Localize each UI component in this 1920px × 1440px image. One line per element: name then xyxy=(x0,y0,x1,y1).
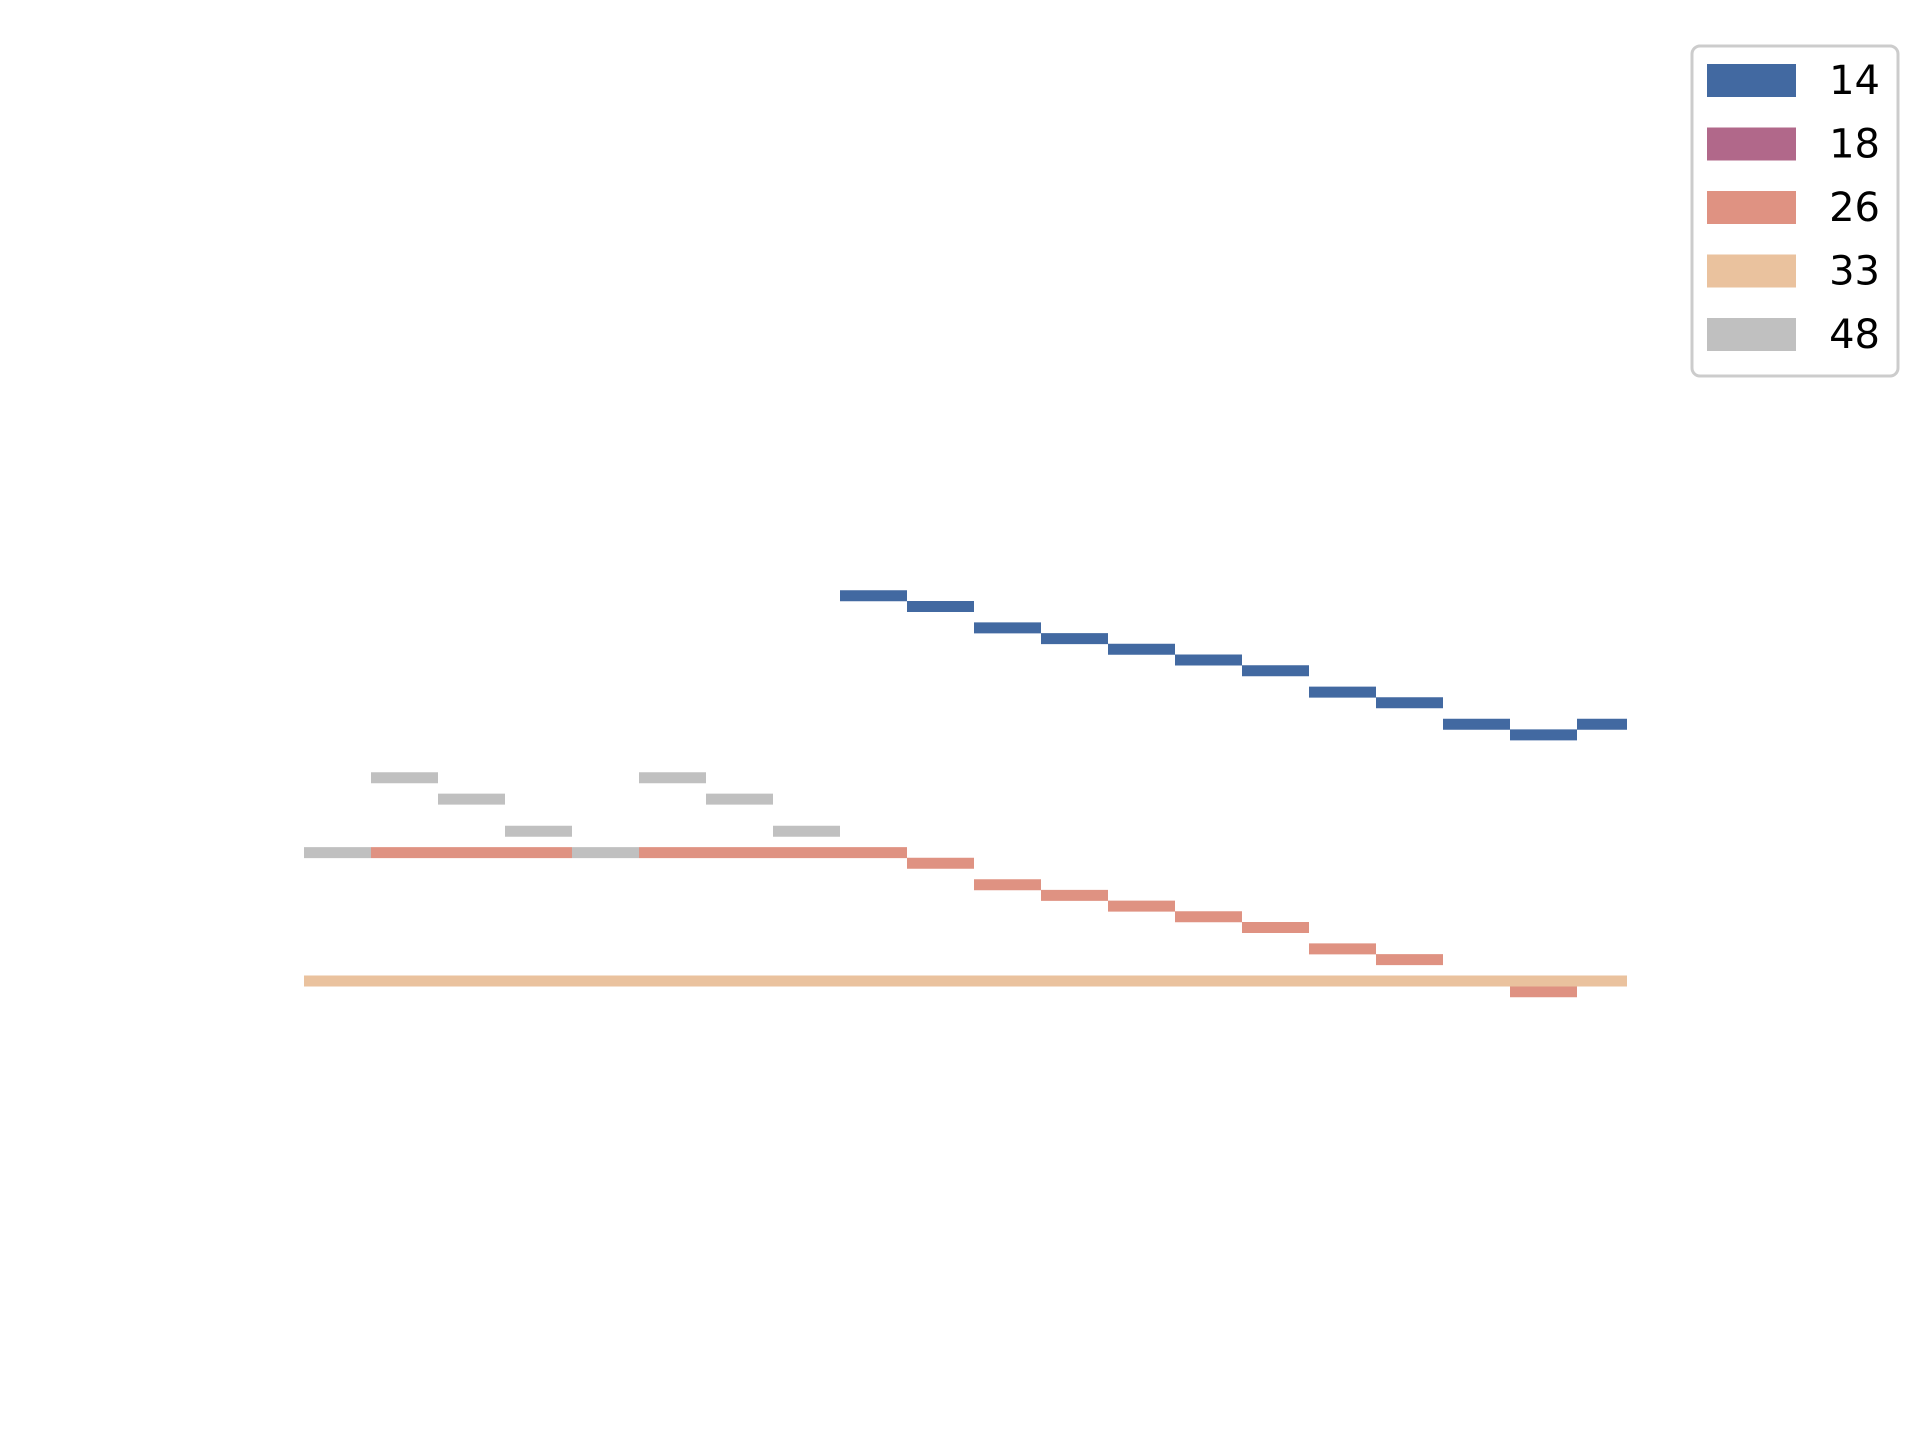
plot-area xyxy=(304,590,1627,998)
legend-label-48: 48 xyxy=(1829,312,1880,358)
legend-swatch-26 xyxy=(1707,191,1796,224)
legend-label-33: 33 xyxy=(1829,249,1880,295)
series-26 xyxy=(371,847,1577,998)
legend-swatch-18 xyxy=(1707,127,1796,161)
legend-label-18: 18 xyxy=(1829,122,1880,168)
legend-swatch-48 xyxy=(1707,318,1796,351)
legend-items: 14 18 26 33 48 xyxy=(1707,58,1880,358)
legend-label-14: 14 xyxy=(1829,58,1880,104)
legend-swatch-14 xyxy=(1707,64,1796,97)
legend-swatch-33 xyxy=(1707,254,1796,288)
legend-label-26: 26 xyxy=(1829,185,1880,231)
series-14 xyxy=(840,590,1627,741)
series-48 xyxy=(304,772,840,859)
legend: 14 18 26 33 48 xyxy=(1690,44,1900,378)
